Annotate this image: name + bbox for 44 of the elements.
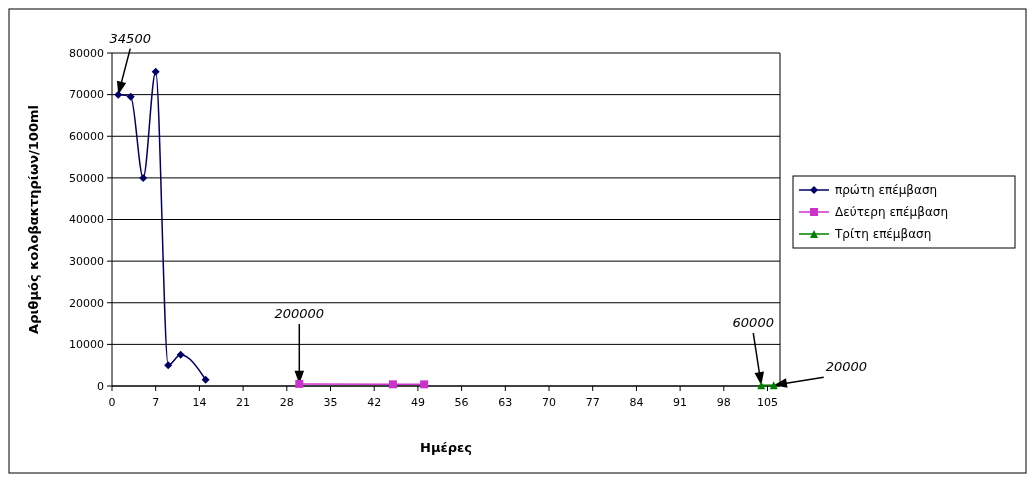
point (420, 380, 429, 389)
y-tick-label: 40000 (69, 213, 104, 227)
y-tick-label: 10000 (69, 338, 104, 352)
x-tick-label: 42 (367, 396, 382, 409)
x-tick-label: 84 (629, 396, 644, 409)
point (388, 380, 397, 389)
legend-label: Δεύτερη επέμβαση (835, 205, 948, 220)
y-tick-label: 0 (97, 379, 104, 393)
point (139, 173, 148, 182)
x-tick-label: 63 (498, 396, 513, 409)
x-tick-label: 28 (279, 396, 294, 409)
y-tick-label: 30000 (69, 254, 104, 268)
legend-label: Τρίτη επέμβαση (834, 227, 932, 242)
x-tick-label: 56 (454, 396, 469, 409)
x-tick-label: 77 (585, 396, 600, 409)
y-tick-label: 60000 (69, 130, 104, 144)
x-axis-title: Ημέρες (420, 440, 472, 455)
point (201, 375, 210, 384)
annotation: 200000 (274, 305, 325, 321)
point (176, 350, 185, 359)
x-tick-label: 0 (108, 396, 116, 409)
point (295, 379, 304, 388)
x-tick-label: 14 (192, 396, 207, 409)
point (164, 361, 173, 370)
annotation: 20000 (825, 359, 868, 375)
x-tick-label: 7 (152, 396, 160, 409)
point (151, 67, 160, 76)
y-axis-title: Αριθμός κολοβακτηρίων/100ml (26, 105, 41, 334)
y-tick-label: 50000 (69, 171, 104, 185)
point (126, 92, 135, 101)
x-tick-label: 98 (716, 396, 731, 409)
x-tick-label: 105 (757, 396, 779, 409)
x-tick-label: 91 (673, 396, 688, 409)
y-tick-label: 80000 (69, 46, 104, 60)
x-tick-label: 70 (542, 396, 557, 409)
x-tick-label: 49 (410, 396, 425, 409)
point (114, 90, 123, 99)
y-tick-label: 20000 (69, 296, 104, 310)
y-tick-label: 70000 (69, 88, 104, 102)
x-tick-label: 35 (323, 396, 338, 409)
annotation: 34500 (109, 30, 151, 46)
annotation: 60000 (732, 315, 774, 331)
legend-label: πρώτη επέμβαση (835, 183, 938, 198)
x-tick-label: 21 (236, 396, 251, 409)
